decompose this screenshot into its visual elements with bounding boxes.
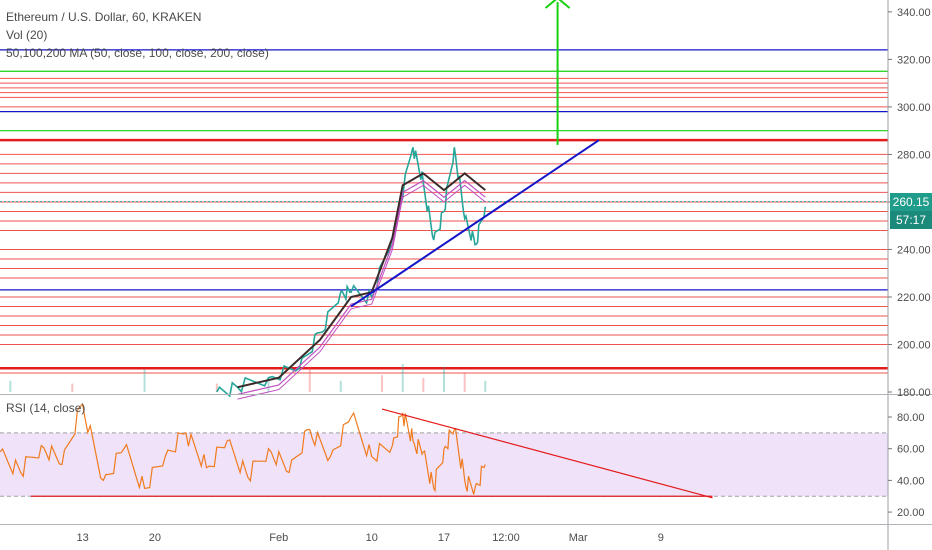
rsi-tick-label: 20.00 — [897, 507, 925, 519]
time-tick-label: 12:00 — [492, 532, 520, 544]
volume-bar — [484, 380, 487, 392]
volume-bar — [339, 380, 342, 392]
price-tick-label: 280.00 — [897, 149, 931, 161]
volume-bar — [71, 383, 74, 392]
rsi-line — [0, 403, 486, 495]
price-tick-label: 300.00 — [897, 102, 931, 114]
price-tick-label: 180.00 — [897, 387, 931, 399]
time-tick-label: 17 — [438, 532, 450, 544]
time-tick-label: Feb — [269, 532, 288, 544]
volume-bar — [308, 366, 311, 392]
volume-bar — [422, 378, 425, 392]
rsi-descending-trendline[interactable] — [381, 408, 713, 499]
rsi-indicator-label: RSI (14, close) — [6, 401, 86, 415]
volume-bar — [9, 380, 12, 392]
last-price-badge: 260.15 — [890, 193, 932, 211]
volume-bar — [215, 383, 218, 392]
price-tick-label: 240.00 — [897, 244, 931, 256]
price-tick-label: 200.00 — [897, 339, 931, 351]
ma50-line — [237, 172, 486, 389]
rsi-tick-label: 40.00 — [897, 475, 925, 487]
arrow-up-icon — [544, 0, 571, 9]
time-tick-label: Mar — [569, 532, 588, 544]
time-tick-label: 13 — [76, 532, 88, 544]
rsi-tick-label: 60.00 — [897, 444, 925, 456]
price-tick-label: 340.00 — [897, 7, 931, 19]
price-tick-label: 220.00 — [897, 292, 931, 304]
price-pane[interactable] — [9, 0, 600, 400]
main-pane-grid — [0, 49, 888, 374]
time-tick-label: 9 — [658, 532, 664, 544]
countdown-badge: 57:17 — [890, 211, 932, 229]
volume-bar — [143, 369, 146, 392]
volume-bar — [463, 372, 466, 392]
time-tick-label: 20 — [149, 532, 161, 544]
volume-bar — [267, 378, 270, 392]
volume-bar — [381, 375, 384, 392]
volume-bar — [443, 366, 445, 392]
rsi-band — [0, 432, 888, 497]
time-tick-label: 10 — [366, 532, 378, 544]
ma200-line — [237, 184, 486, 400]
rsi-tick-label: 80.00 — [897, 412, 925, 424]
volume-indicator-label: Vol (20) — [6, 28, 48, 42]
ma-indicator-label: 50,100,200 MA (50, close, 100, close, 20… — [6, 46, 269, 60]
volume-bar — [401, 364, 404, 392]
ascending-trendline[interactable] — [350, 139, 600, 308]
symbol-title: Ethereum / U.S. Dollar, 60, KRAKEN — [6, 10, 202, 24]
ma100-line — [237, 179, 486, 395]
rsi-pane[interactable] — [0, 403, 888, 499]
price-tick-label: 320.00 — [897, 54, 931, 66]
